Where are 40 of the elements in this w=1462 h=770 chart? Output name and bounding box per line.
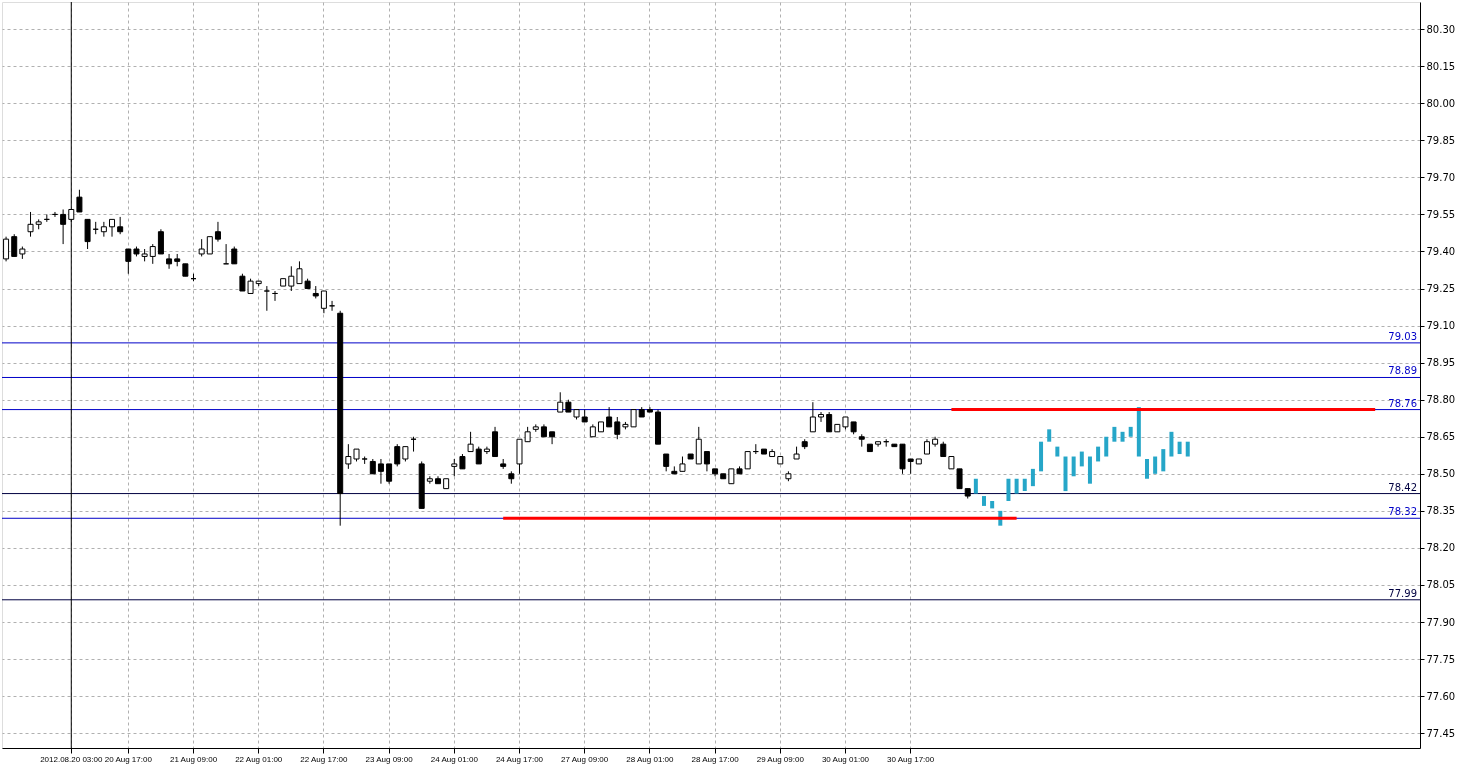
y-tick-label: 78.50 [1426, 468, 1456, 480]
x-tick-label: 30 Aug 01:00 [821, 754, 870, 764]
ref-line-label: 79.03 [1388, 330, 1417, 342]
ref-line-label: 78.89 [1388, 365, 1417, 377]
x-tick-label: 29 Aug 09:00 [756, 754, 805, 764]
y-tick-label: 80.15 [1426, 60, 1456, 72]
x-tick-label: 22 Aug 17:00 [300, 754, 349, 764]
y-tick-label: 78.65 [1426, 431, 1456, 443]
x-tick-label: 2012.08.20 03:00 [40, 754, 103, 764]
x-tick-label: 20 Aug 17:00 [104, 754, 153, 764]
y-tick-label: 79.25 [1426, 283, 1456, 295]
y-tick-label: 79.40 [1426, 245, 1456, 257]
y-tick-label: 77.75 [1426, 653, 1456, 665]
ref-line-label: 78.76 [1388, 397, 1417, 409]
y-tick-label: 77.90 [1426, 616, 1456, 628]
x-tick-label: 24 Aug 17:00 [495, 754, 544, 764]
y-tick-label: 77.45 [1426, 727, 1456, 739]
y-tick-label: 77.60 [1426, 690, 1456, 702]
x-tick-label: 28 Aug 01:00 [626, 754, 675, 764]
x-tick-label: 24 Aug 01:00 [430, 754, 479, 764]
y-tick-label: 79.10 [1426, 320, 1456, 332]
x-tick-label: 27 Aug 09:00 [561, 754, 609, 764]
ref-line-label: 77.99 [1388, 587, 1417, 599]
y-tick-label: 80.30 [1426, 23, 1456, 35]
x-tick-label: 22 Aug 01:00 [235, 754, 283, 764]
y-tick-label: 79.55 [1426, 208, 1456, 220]
y-tick-label: 79.85 [1426, 134, 1456, 146]
ref-line-label: 78.42 [1388, 481, 1417, 493]
y-tick-label: 78.20 [1426, 542, 1456, 554]
x-tick-label: 30 Aug 17:00 [887, 754, 935, 764]
x-tick-label: 23 Aug 09:00 [365, 754, 414, 764]
y-tick-label: 78.35 [1426, 505, 1456, 517]
x-tick-label: 28 Aug 17:00 [691, 754, 740, 764]
y-tick-label: 80.00 [1426, 97, 1456, 109]
y-tick-label: 78.80 [1426, 394, 1456, 406]
y-tick-label: 78.95 [1426, 357, 1456, 369]
y-tick-label: 78.05 [1426, 579, 1456, 591]
x-tick-label: 21 Aug 09:00 [169, 754, 218, 764]
y-tick-label: 79.70 [1426, 171, 1456, 183]
ref-line-label: 78.32 [1388, 506, 1417, 518]
